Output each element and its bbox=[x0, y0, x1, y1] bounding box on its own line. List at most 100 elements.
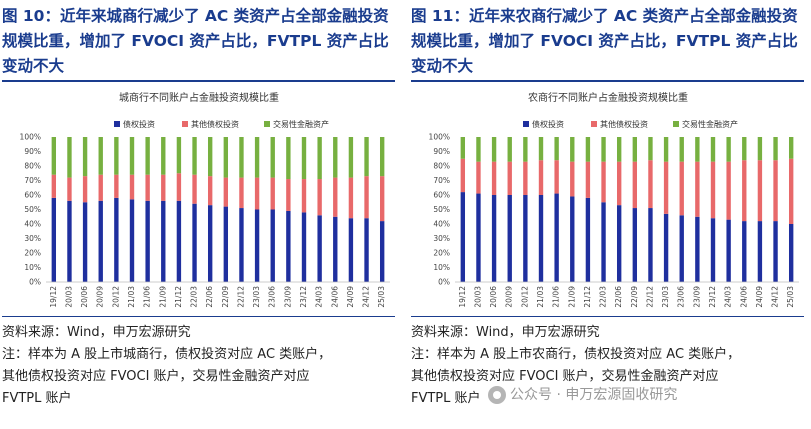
bar-segment bbox=[742, 160, 747, 222]
note-line-1: 注：样本为 A 股上市农商行，债权投资对应 AC 类账户， bbox=[411, 347, 741, 362]
note-line-3: FVTPL 账户 bbox=[411, 391, 481, 406]
bar-segment bbox=[161, 137, 166, 175]
bar-segment bbox=[145, 137, 150, 175]
bar-segment bbox=[333, 177, 338, 217]
bar-segment bbox=[585, 161, 591, 198]
bar-segment bbox=[632, 208, 638, 282]
x-tick-label: 20/03 bbox=[64, 286, 73, 308]
x-tick-label: 21/03 bbox=[536, 286, 545, 308]
y-tick-label: 60% bbox=[433, 191, 450, 200]
bar-segment bbox=[570, 196, 575, 282]
bar-segment bbox=[523, 137, 528, 162]
bar-segment bbox=[254, 177, 260, 210]
bar-segment bbox=[726, 161, 731, 220]
x-tick-label: 23/09 bbox=[283, 286, 292, 308]
bar-segment bbox=[679, 137, 684, 162]
bar-segment bbox=[601, 161, 606, 203]
bar-segment bbox=[554, 160, 559, 194]
bar-segment bbox=[114, 174, 119, 198]
bar-segment bbox=[317, 179, 322, 216]
y-tick-label: 20% bbox=[24, 249, 41, 258]
bar-segment bbox=[129, 199, 135, 282]
note-line-3: FVTPL 账户 bbox=[2, 391, 72, 406]
x-tick-label: 23/03 bbox=[661, 286, 670, 308]
bar-segment bbox=[223, 137, 229, 178]
y-tick-label: 80% bbox=[24, 162, 41, 171]
bar-segment bbox=[51, 137, 57, 175]
x-tick-label: 23/12 bbox=[708, 286, 717, 308]
x-tick-label: 21/06 bbox=[143, 286, 152, 308]
bar-segment bbox=[507, 195, 512, 282]
note-line-2: 其他债权投资对应 FVOCI 账户，交易性金融资产对应 bbox=[2, 369, 310, 384]
bar-segment bbox=[51, 174, 57, 198]
bar-segment bbox=[663, 137, 669, 162]
bar-segment bbox=[773, 160, 778, 222]
bar-segment bbox=[570, 161, 575, 197]
source-text: 资料来源：Wind，申万宏源研究 bbox=[411, 325, 600, 340]
legend-swatch bbox=[114, 121, 120, 127]
y-tick-label: 0% bbox=[29, 278, 41, 287]
bar-segment bbox=[710, 137, 716, 162]
bar-segment bbox=[98, 174, 103, 201]
x-tick-label: 24/06 bbox=[330, 286, 339, 308]
legend-label: 其他债权投资 bbox=[600, 119, 648, 129]
bar-segment bbox=[507, 161, 512, 195]
bar-segment bbox=[648, 208, 653, 282]
bar-segment bbox=[51, 197, 57, 282]
bar-segment bbox=[192, 174, 197, 204]
bar-segment bbox=[476, 193, 481, 282]
note-line-1: 注：样本为 A 股上市城商行，债权投资对应 AC 类账户， bbox=[2, 347, 332, 362]
x-tick-label: 22/03 bbox=[599, 286, 608, 308]
bar-segment bbox=[348, 137, 354, 178]
bar-segment bbox=[538, 195, 544, 282]
bar-segment bbox=[507, 137, 512, 162]
bar-segment bbox=[145, 200, 150, 282]
bar-segment bbox=[254, 209, 260, 282]
x-tick-label: 21/12 bbox=[174, 286, 183, 308]
x-tick-label: 23/12 bbox=[299, 286, 308, 308]
bar-segment bbox=[333, 216, 338, 282]
x-tick-label: 24/09 bbox=[755, 286, 764, 308]
bar-segment bbox=[192, 203, 197, 282]
legend-label: 其他债权投资 bbox=[191, 119, 239, 129]
y-tick-label: 70% bbox=[24, 176, 41, 185]
bar-segment bbox=[192, 137, 197, 175]
bar-segment bbox=[67, 177, 72, 201]
y-tick-label: 100% bbox=[20, 133, 41, 142]
chart-title: 农商行不同账户占金融投资规模比重 bbox=[528, 91, 688, 104]
y-tick-label: 100% bbox=[429, 133, 450, 142]
bar-segment bbox=[364, 137, 369, 177]
bar-segment bbox=[348, 177, 354, 219]
x-tick-label: 20/06 bbox=[80, 286, 89, 308]
title-rule bbox=[2, 80, 395, 82]
bar-segment bbox=[67, 200, 72, 282]
x-tick-label: 23/03 bbox=[252, 286, 261, 308]
y-tick-label: 90% bbox=[433, 147, 450, 156]
bar-segment bbox=[726, 137, 731, 162]
bar-segment bbox=[585, 137, 591, 162]
legend-swatch bbox=[591, 121, 597, 127]
bar-segment bbox=[616, 137, 622, 162]
bar-segment bbox=[554, 137, 559, 161]
bar-segment bbox=[176, 173, 182, 201]
y-tick-label: 20% bbox=[433, 249, 450, 258]
bar-segment bbox=[161, 200, 166, 282]
title-rule bbox=[411, 80, 804, 82]
legend-swatch bbox=[523, 121, 529, 127]
bar-segment bbox=[82, 137, 88, 177]
x-tick-label: 20/09 bbox=[96, 286, 105, 308]
bar-segment bbox=[254, 137, 260, 178]
x-tick-label: 21/09 bbox=[567, 286, 576, 308]
x-tick-label: 24/03 bbox=[724, 286, 733, 308]
bar-segment bbox=[379, 221, 385, 282]
x-tick-label: 20/12 bbox=[111, 286, 120, 308]
x-tick-label: 20/03 bbox=[473, 286, 482, 308]
x-tick-label: 23/06 bbox=[677, 286, 686, 308]
bar-segment bbox=[554, 193, 559, 282]
bar-segment bbox=[695, 137, 700, 162]
y-tick-label: 50% bbox=[24, 205, 41, 214]
bar-segment bbox=[223, 177, 229, 207]
bar-segment bbox=[695, 161, 700, 217]
bar-segment bbox=[286, 210, 291, 282]
legend-swatch bbox=[673, 121, 679, 127]
